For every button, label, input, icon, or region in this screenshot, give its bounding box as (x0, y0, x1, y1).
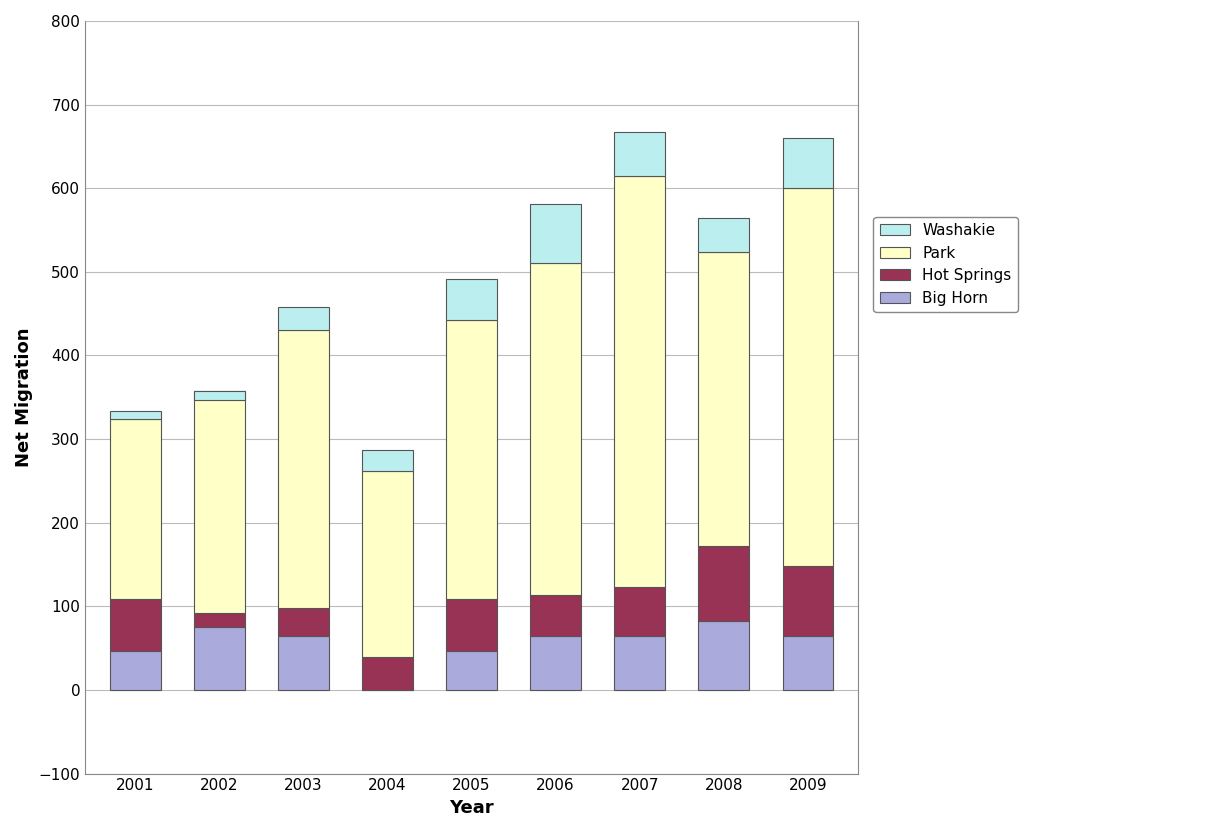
Bar (363, 656, 413, 690)
Bar (615, 176, 664, 587)
Bar (363, 471, 413, 656)
Bar (531, 596, 581, 636)
Bar (195, 391, 245, 613)
Y-axis label: Net Migration: Net Migration (15, 328, 33, 467)
Bar (783, 567, 832, 636)
X-axis label: Year: Year (449, 799, 494, 817)
Bar (699, 546, 748, 622)
Bar (699, 252, 748, 546)
Bar (699, 218, 748, 252)
Bar (447, 599, 497, 651)
Bar (111, 651, 161, 690)
Bar (783, 636, 832, 690)
Bar (111, 411, 161, 419)
Bar (447, 320, 497, 599)
Bar (279, 330, 329, 608)
Bar (279, 636, 329, 690)
Bar (615, 587, 664, 636)
Bar (363, 450, 413, 471)
Bar (699, 622, 748, 690)
Bar (279, 608, 329, 636)
Legend: Washakie, Park, Hot Springs, Big Horn: Washakie, Park, Hot Springs, Big Horn (874, 217, 1017, 312)
Bar (783, 138, 832, 188)
Bar (783, 188, 832, 567)
Bar (531, 263, 581, 596)
Bar (111, 419, 161, 599)
Bar (447, 651, 497, 690)
Bar (447, 279, 497, 320)
Bar (531, 204, 581, 263)
Bar (615, 636, 664, 690)
Bar (279, 307, 329, 330)
Bar (195, 391, 245, 400)
Bar (195, 627, 245, 690)
Bar (195, 613, 245, 627)
Bar (111, 599, 161, 651)
Bar (615, 132, 664, 176)
Bar (531, 636, 581, 690)
